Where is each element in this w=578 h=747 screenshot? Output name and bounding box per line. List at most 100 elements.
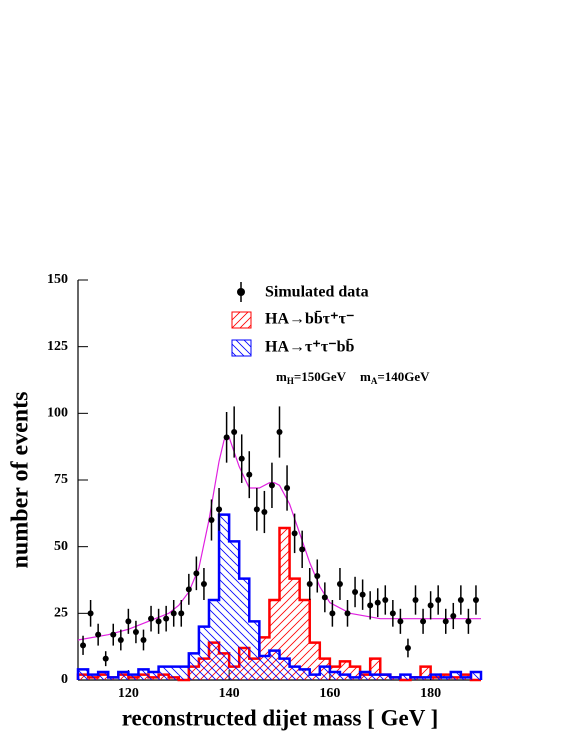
- data-point: [140, 629, 147, 651]
- data-marker: [178, 610, 185, 617]
- data-point: [420, 608, 427, 634]
- y-tick-label: 75: [54, 472, 68, 487]
- histogram-bar: [390, 677, 401, 680]
- histogram-bar: [259, 656, 270, 680]
- data-point: [352, 576, 359, 608]
- data-point: [382, 585, 389, 615]
- data-point: [261, 490, 268, 534]
- data-point: [95, 623, 102, 646]
- histogram-bar: [370, 658, 381, 680]
- data-point: [163, 605, 170, 632]
- data-point: [193, 556, 200, 591]
- histogram-bar: [289, 578, 300, 680]
- data-marker: [442, 618, 449, 625]
- histogram-bar: [188, 653, 199, 680]
- data-point: [427, 591, 434, 620]
- histogram-bar: [279, 528, 290, 680]
- data-point: [276, 406, 283, 458]
- legend-swatch: [231, 311, 252, 329]
- annotation-sub: A: [371, 376, 378, 386]
- data-marker: [140, 637, 147, 643]
- annotation-symbol: m: [276, 369, 287, 384]
- data-marker: [110, 631, 117, 638]
- data-point: [472, 585, 479, 615]
- data-point: [412, 585, 419, 615]
- data-marker: [404, 645, 411, 651]
- histogram-bar: [108, 677, 119, 680]
- y-tick-label: 25: [54, 606, 68, 621]
- histogram-bar: [460, 677, 471, 680]
- data-point: [435, 585, 442, 615]
- data-point: [110, 623, 117, 646]
- data-marker: [163, 615, 170, 622]
- histogram-bar: [350, 677, 361, 680]
- data-point: [87, 600, 94, 627]
- data-point: [359, 579, 366, 610]
- histogram-bar: [239, 578, 250, 680]
- data-marker: [420, 618, 427, 625]
- data-point: [148, 605, 155, 632]
- legend-label: Simulated data: [265, 284, 369, 301]
- histogram-bar: [350, 666, 361, 680]
- histogram-bar: [229, 541, 240, 680]
- histogram-bar: [299, 669, 310, 680]
- legend-marker: [237, 288, 245, 296]
- x-tick-label: 160: [319, 686, 340, 701]
- data-marker: [268, 482, 275, 489]
- histogram-bar: [279, 658, 290, 680]
- x-tick-label: 140: [219, 686, 240, 701]
- data-marker: [132, 629, 139, 635]
- data-point: [268, 462, 275, 508]
- histogram-bar: [299, 600, 310, 680]
- histogram-bar: [329, 672, 340, 680]
- annotation-symbol: m: [360, 369, 371, 384]
- histogram-bar: [309, 642, 320, 680]
- data-marker: [344, 610, 351, 617]
- data-marker: [155, 618, 162, 625]
- data-point: [374, 588, 381, 618]
- data-marker: [95, 631, 102, 638]
- data-marker: [216, 506, 223, 513]
- histogram-bar: [128, 674, 139, 680]
- data-point: [450, 602, 457, 630]
- histogram-bar: [420, 677, 431, 680]
- y-tick-label: 50: [54, 539, 68, 554]
- histogram-bar: [88, 674, 99, 680]
- data-marker: [427, 602, 434, 609]
- histogram-bar: [430, 674, 441, 680]
- annotation: mH=150GeV mA=140GeV: [276, 369, 430, 386]
- x-tick-label: 180: [420, 686, 441, 701]
- data-point: [200, 568, 207, 600]
- data-point: [102, 651, 109, 667]
- histogram-bar: [98, 672, 109, 680]
- data-marker: [397, 618, 404, 625]
- data-point: [442, 608, 449, 634]
- data-marker: [200, 581, 207, 587]
- histogram-bar: [440, 677, 451, 680]
- data-marker: [389, 610, 396, 617]
- data-point: [208, 499, 215, 541]
- data-point: [314, 559, 321, 593]
- histogram-bar: [309, 674, 320, 680]
- histogram-bar: [219, 514, 230, 680]
- data-marker: [102, 655, 109, 662]
- data-marker: [457, 597, 464, 603]
- histogram-bar: [208, 600, 220, 680]
- data-marker: [306, 581, 313, 587]
- data-marker: [472, 597, 479, 603]
- y-tick-label: 125: [47, 339, 68, 354]
- x-tick-label: 120: [118, 686, 139, 701]
- histogram-bar: [118, 672, 129, 680]
- histogram-bar: [178, 666, 189, 680]
- data-marker: [352, 589, 359, 595]
- y-axis-title: number of events: [8, 392, 34, 569]
- histogram-bar: [289, 666, 300, 680]
- histogram-bar: [158, 666, 169, 680]
- data-point: [367, 591, 374, 620]
- data-marker: [450, 613, 457, 619]
- data-marker: [314, 573, 321, 579]
- data-marker: [170, 610, 177, 617]
- data-marker: [193, 570, 200, 577]
- histogram-bar: [339, 661, 351, 680]
- histogram-bar: [339, 674, 351, 680]
